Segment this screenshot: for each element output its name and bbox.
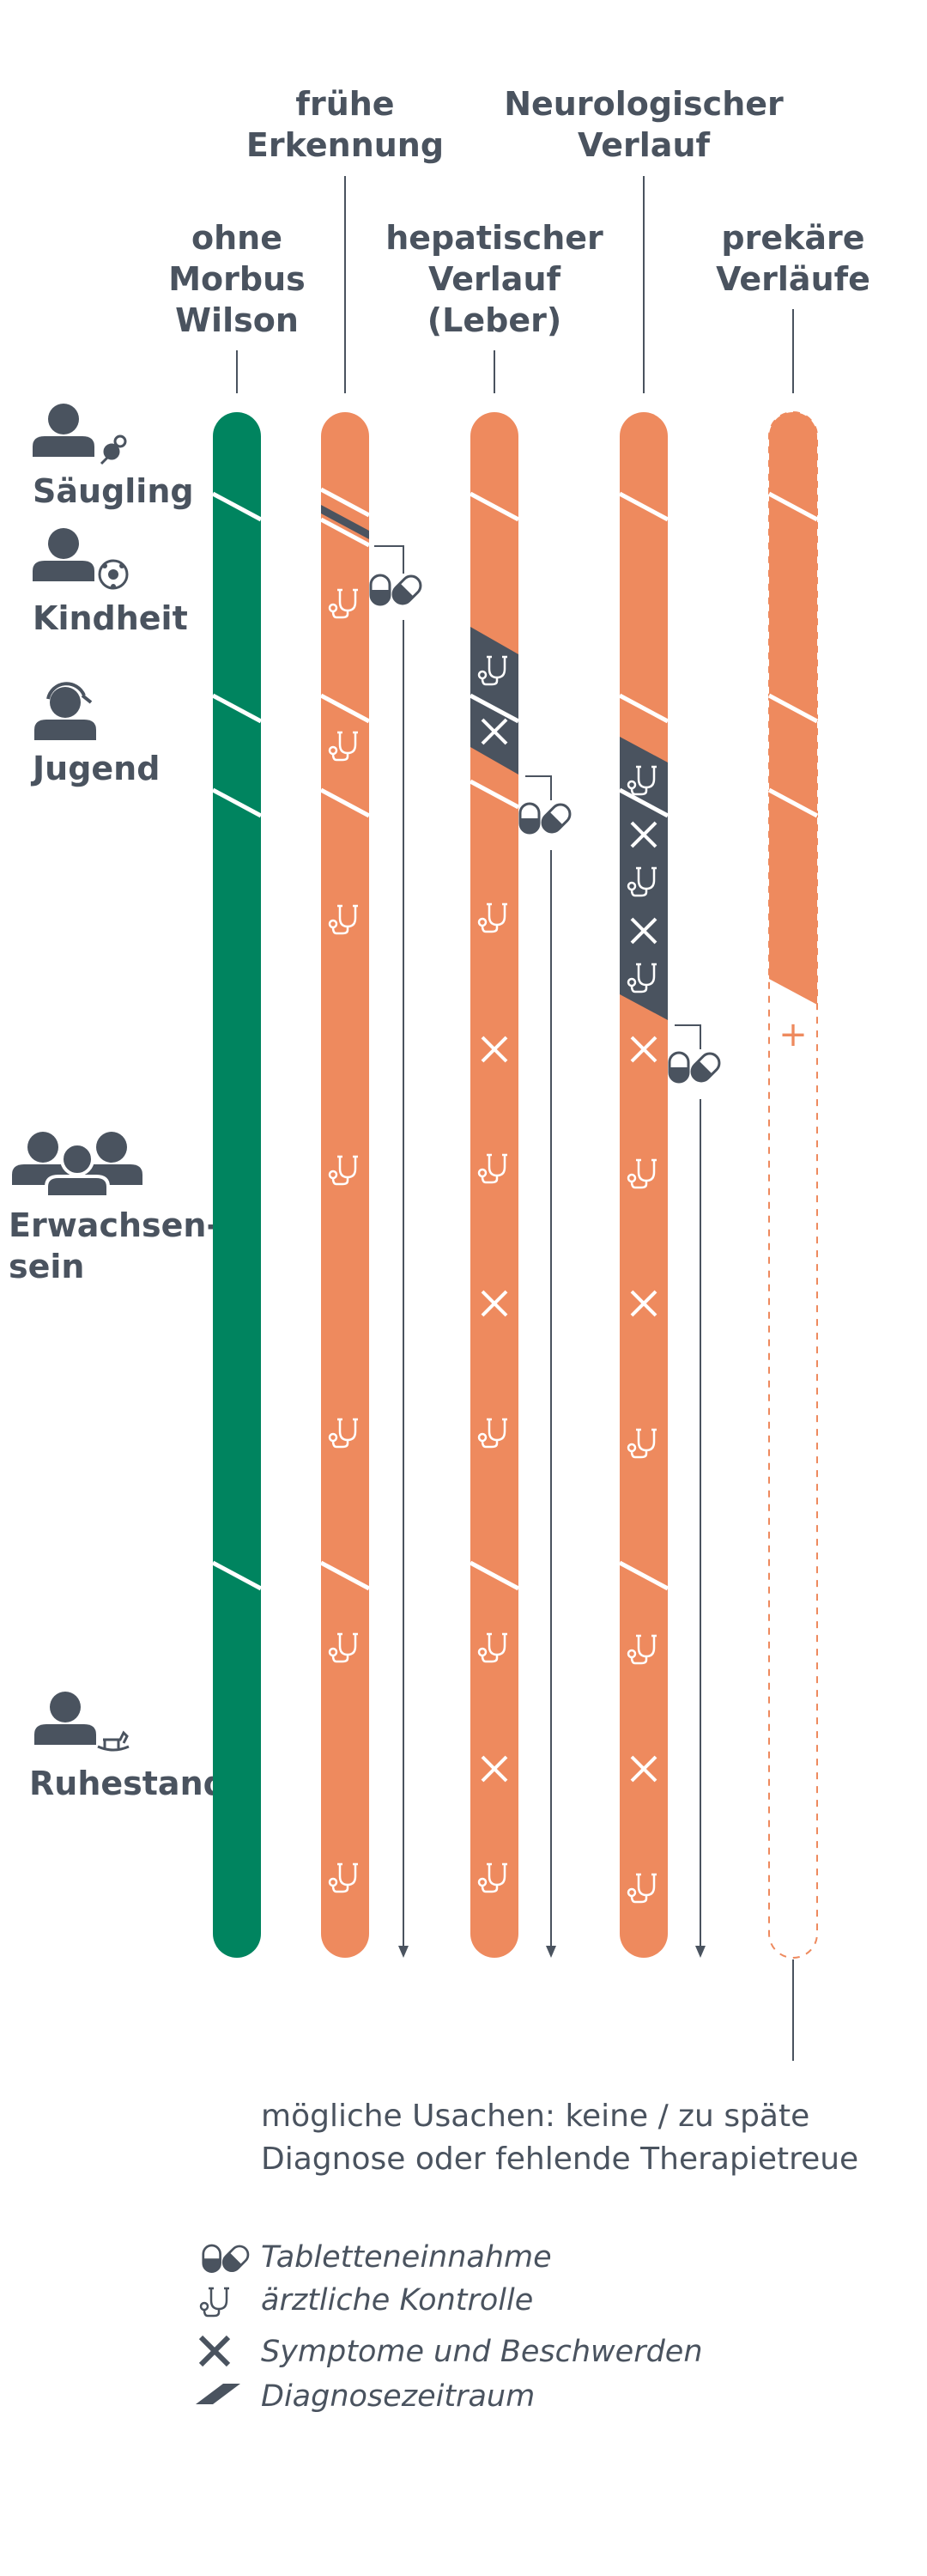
therapy-arrow <box>369 545 427 1958</box>
column-header-line: (Leber) <box>427 301 561 339</box>
legend-item-symptoms: Symptome und Beschwerden <box>198 2335 703 2369</box>
column-headers: ohne Morbus Wilson frühe Erkennung hepat… <box>168 85 870 339</box>
diagnosis-period <box>620 737 668 1020</box>
baby-pacifier-icon <box>33 404 127 465</box>
column-header-neuro: Neurologischer Verlauf <box>504 85 784 164</box>
life-stages: Säugling Kindheit Jugend <box>9 404 227 1802</box>
timeline-bar-ohne <box>211 412 263 1958</box>
stage-kindheit: Kindheit <box>33 528 188 637</box>
stage-dividers <box>211 491 263 1591</box>
legend-label: Diagnosezeitraum <box>261 2379 535 2414</box>
legend-label: Tabletteneinnahme <box>261 2240 552 2275</box>
stage-dividers <box>469 491 520 1591</box>
timeline-bar-prekaer: + <box>767 411 819 2061</box>
pill-icon <box>202 2241 253 2276</box>
stage-label: sein <box>9 1248 84 1285</box>
column-header-line: Verläufe <box>716 260 870 298</box>
column-header-line: frühe <box>295 85 394 123</box>
diagnosis-period <box>470 627 518 775</box>
timeline-bar-frueh <box>319 412 427 1958</box>
teen-headphones-icon <box>34 682 96 740</box>
stage-label: Kindheit <box>33 599 188 637</box>
timeline-bar-neuro <box>618 412 725 1958</box>
legend-label: ärztliche Kontrolle <box>261 2283 533 2318</box>
column-header-line: Verlauf <box>428 260 561 298</box>
child-football-icon <box>33 528 129 590</box>
timeline-bar-hepatisch <box>469 412 576 1958</box>
stage-erwachsen: Erwachsen- sein <box>9 1132 220 1285</box>
stethoscope-icon <box>199 2287 231 2318</box>
column-header-line: Wilson <box>175 301 299 339</box>
pill-icon <box>369 570 427 610</box>
diagnosis-period <box>321 505 369 539</box>
stage-label: Säugling <box>33 472 194 510</box>
pill-icon <box>518 799 576 838</box>
death-cross-icon: + <box>779 1015 808 1054</box>
column-header-prekaer: prekäre Verläufe <box>716 219 870 298</box>
legend: Tabletteneinnahme ärztliche Kontrolle Sy… <box>196 2240 703 2414</box>
legend-label: Symptome und Beschwerden <box>261 2335 703 2369</box>
stage-dividers <box>319 487 371 1591</box>
column-header-ohne: ohne Morbus Wilson <box>168 219 306 339</box>
stage-label: Jugend <box>30 750 160 787</box>
adults-group-icon <box>12 1132 142 1199</box>
column-header-line: hepatischer <box>385 219 603 257</box>
therapy-arrow <box>518 775 576 1958</box>
legend-item-checkup: ärztliche Kontrolle <box>199 2283 533 2318</box>
stage-label: Ruhestand <box>29 1765 227 1802</box>
therapy-arrow <box>668 1024 725 1958</box>
header-connectors <box>236 176 794 393</box>
column-header-line: Erkennung <box>246 126 444 164</box>
cause-note: mögliche Usachen: keine / zu späte Diagn… <box>261 2099 858 2177</box>
timeline-bar <box>213 412 261 1958</box>
timeline-bar <box>620 412 668 1958</box>
legend-item-diagnosis: Diagnosezeitraum <box>196 2379 535 2414</box>
cause-note-line: mögliche Usachen: keine / zu späte <box>261 2099 809 2134</box>
column-header-line: Neurologischer <box>504 85 784 123</box>
stage-dividers <box>767 491 819 818</box>
pill-icon <box>668 1048 725 1087</box>
stage-ruhestand: Ruhestand <box>29 1692 227 1802</box>
timeline-bar <box>321 412 369 1958</box>
column-header-frueh: frühe Erkennung <box>246 85 444 164</box>
cross-icon <box>198 2335 231 2367</box>
column-header-hepatisch: hepatischer Verlauf (Leber) <box>385 219 603 339</box>
parallelogram-icon <box>196 2384 240 2404</box>
rocking-horse-icon <box>34 1692 130 1752</box>
timeline-bar <box>769 412 817 1005</box>
column-header-line: prekäre <box>721 219 864 257</box>
column-header-line: ohne <box>191 219 282 257</box>
stage-saeugling: Säugling <box>33 404 194 510</box>
cause-note-line: Diagnose oder fehlende Therapietreue <box>261 2142 858 2177</box>
stage-label: Erwachsen- <box>9 1206 220 1244</box>
stage-jugend: Jugend <box>30 682 160 787</box>
column-header-line: Verlauf <box>578 126 711 164</box>
stage-dividers <box>618 491 670 1591</box>
legend-item-pill: Tabletteneinnahme <box>202 2240 552 2276</box>
column-header-line: Morbus <box>168 260 306 298</box>
